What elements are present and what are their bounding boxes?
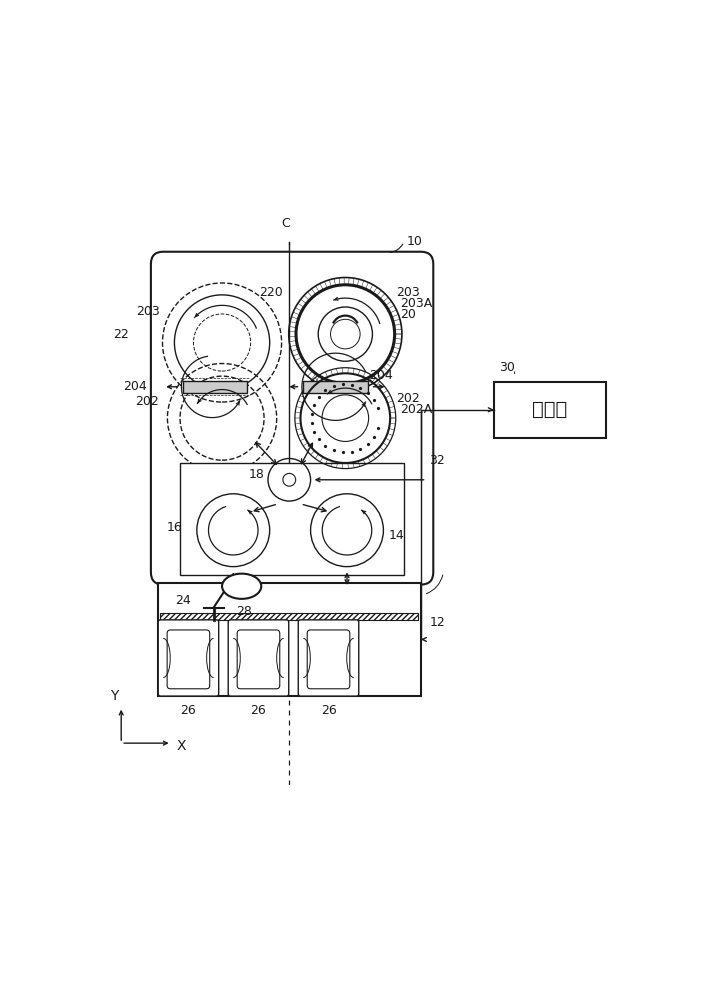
Text: 203: 203 (395, 286, 419, 299)
Text: 16: 16 (167, 521, 183, 534)
Ellipse shape (222, 574, 261, 599)
FancyBboxPatch shape (307, 630, 350, 689)
Bar (161, 613, 418, 620)
Text: 204: 204 (123, 380, 147, 393)
Bar (183, 381, 247, 393)
Text: 202: 202 (395, 392, 419, 405)
FancyBboxPatch shape (158, 620, 218, 696)
Text: X: X (176, 739, 186, 753)
Bar (158, 583, 421, 696)
FancyBboxPatch shape (299, 620, 359, 696)
Text: 28: 28 (236, 605, 252, 618)
Text: 30: 30 (500, 361, 515, 374)
Text: 26: 26 (251, 704, 266, 717)
Text: 204: 204 (369, 369, 393, 382)
Text: C: C (281, 217, 290, 230)
Text: 22: 22 (113, 328, 129, 341)
Text: 20: 20 (401, 308, 416, 321)
Text: 203A: 203A (401, 297, 432, 310)
Text: 203: 203 (137, 305, 160, 318)
FancyBboxPatch shape (237, 630, 280, 689)
Bar (180, 463, 404, 575)
Text: 18: 18 (248, 468, 264, 481)
FancyBboxPatch shape (167, 630, 210, 689)
Text: 14: 14 (389, 529, 405, 542)
Text: 12: 12 (429, 616, 445, 629)
Text: 26: 26 (181, 704, 197, 717)
Text: 26: 26 (320, 704, 336, 717)
Text: 220: 220 (259, 286, 283, 299)
FancyBboxPatch shape (228, 620, 288, 696)
Text: 202A: 202A (401, 403, 432, 416)
Text: 24: 24 (176, 594, 191, 607)
FancyBboxPatch shape (151, 252, 433, 585)
Text: 202: 202 (135, 395, 159, 408)
Text: Y: Y (111, 689, 119, 703)
Text: 控制部: 控制部 (532, 400, 568, 419)
Text: 10: 10 (407, 235, 423, 248)
Text: 32: 32 (429, 454, 445, 467)
Bar (304, 381, 368, 393)
Bar (494, 382, 606, 438)
